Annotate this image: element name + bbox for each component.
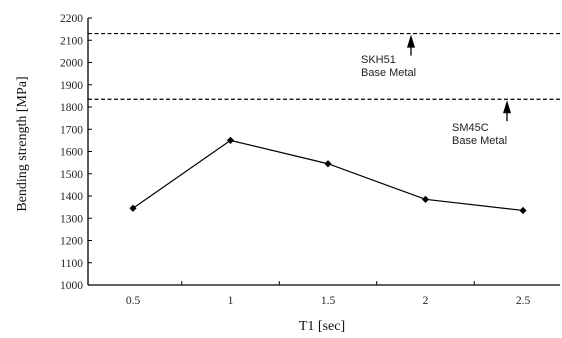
y-tick-label: 1200 <box>60 236 83 248</box>
y-tick-label: 1700 <box>60 124 83 136</box>
y-tick-label: 1600 <box>60 147 83 159</box>
annotation-label: SM45C <box>452 122 489 134</box>
x-tick-label: 1.5 <box>321 295 336 307</box>
data-point <box>519 206 527 215</box>
data-point <box>129 204 137 212</box>
y-tick-label: 1500 <box>60 169 83 181</box>
x-tick-label: 0.5 <box>126 295 141 307</box>
x-tick-label: 2.5 <box>516 295 531 307</box>
annotation-arrow-head <box>503 100 511 114</box>
x-tick-label: 2 <box>423 295 429 307</box>
y-axis-title: Bending strength [MPa] <box>15 76 30 211</box>
series-line <box>132 139 524 212</box>
data-series <box>129 136 527 215</box>
annotation-label: SKH51 <box>361 54 396 66</box>
y-axis-ticks: 1000 1100 1200 1300 1400 1500 1600 1700 1800 1900… <box>60 13 92 292</box>
axes <box>87 18 560 286</box>
y-tick-label: 1100 <box>60 258 83 270</box>
reference-lines <box>88 32 560 100</box>
x-axis-title: T1 [sec] <box>299 319 345 334</box>
annotation-label: Base Metal <box>361 67 416 79</box>
data-point <box>226 136 235 144</box>
y-tick-label: 1300 <box>60 213 83 225</box>
data-point <box>324 160 332 168</box>
y-tick-label: 2000 <box>60 58 83 70</box>
y-tick-label: 1400 <box>60 191 83 203</box>
y-tick-label: 2200 <box>60 13 83 25</box>
y-tick-label: 1800 <box>60 102 83 114</box>
data-point <box>421 195 430 203</box>
annotation-label: Base Metal <box>452 135 507 147</box>
annotation-arrow-head <box>407 34 415 48</box>
y-tick-label: 2100 <box>60 35 83 47</box>
x-tick-label: 1 <box>228 295 234 307</box>
y-tick-label: 1000 <box>60 280 83 292</box>
x-axis-ticks: 0.5 1 1.5 2 2.5 <box>126 281 531 307</box>
y-tick-label: 1900 <box>60 80 83 92</box>
